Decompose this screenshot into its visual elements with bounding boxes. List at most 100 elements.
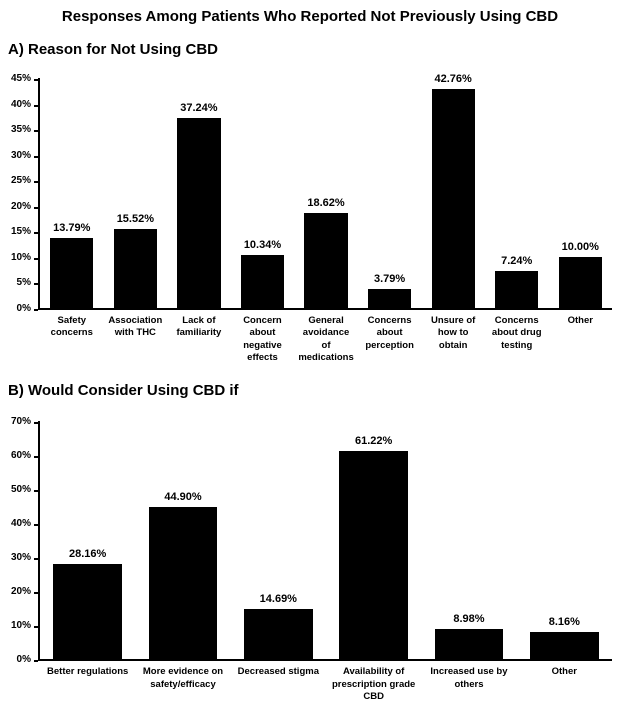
- y-tick-mark: [34, 660, 38, 663]
- y-tick-mark: [34, 422, 38, 425]
- bar-slot: 42.76%: [421, 74, 485, 308]
- x-category-label: Lack of familiarity: [176, 315, 222, 339]
- bar-value-label: 14.69%: [259, 593, 297, 606]
- x-category-label: Unsure of how to obtain: [430, 315, 476, 351]
- y-tick-label: 10%: [10, 251, 31, 263]
- bar: [50, 237, 94, 308]
- x-category-label: Better regulations: [47, 666, 129, 678]
- x-category-label: Other: [567, 315, 593, 326]
- chart-panel-b: 0% 10% 20% 30% 40% 50% 60% 70% 28.16% 44.90% 14.6…: [4, 417, 612, 703]
- bar: [367, 288, 412, 308]
- bar-value-label: 44.90%: [164, 490, 202, 503]
- bar: [495, 271, 539, 308]
- panel-b-plot-area: 28.16% 44.90% 14.69% 61.22% 8.98% 8.16%: [38, 421, 612, 662]
- bar-value-label: 13.79%: [53, 221, 91, 234]
- y-tick-mark: [34, 232, 38, 235]
- bar-value-label: 10.34%: [243, 239, 282, 252]
- x-category-label: Concern about negative effects: [243, 315, 282, 364]
- y-tick-mark: [34, 257, 38, 260]
- y-tick-label: 10%: [10, 620, 31, 632]
- y-tick-label: 20%: [10, 586, 31, 598]
- y-tick-mark: [34, 283, 38, 286]
- y-tick-mark: [34, 626, 38, 629]
- bar-slot: 7.24%: [485, 78, 549, 308]
- bar: [53, 563, 122, 660]
- bar-value-label: 61.22%: [354, 435, 393, 448]
- y-tick-label: 45%: [10, 73, 31, 84]
- y-tick-label: 30%: [10, 149, 31, 161]
- y-tick-mark: [34, 181, 38, 184]
- bar: [431, 89, 475, 308]
- bar: [240, 255, 285, 308]
- x-category-label: More evidence on safety/efficacy: [142, 666, 224, 690]
- y-tick-label: 50%: [10, 484, 31, 496]
- y-tick-mark: [34, 592, 38, 595]
- bar-slot: 44.90%: [135, 421, 230, 660]
- bar: [434, 628, 504, 660]
- x-category-label: General avoidance of medications: [298, 315, 354, 364]
- y-tick-mark: [34, 558, 38, 561]
- bar-slot: 15.52%: [104, 78, 168, 308]
- bar-slot: 14.69%: [231, 421, 326, 660]
- y-tick-label: 0%: [16, 654, 31, 666]
- y-tick-mark: [34, 456, 38, 459]
- y-tick-label: 70%: [10, 416, 31, 428]
- y-tick-label: 40%: [10, 98, 31, 110]
- panel-b-y-axis: 0% 10% 20% 30% 40% 50% 60% 70%: [4, 417, 38, 665]
- x-category-label: Decreased stigma: [237, 666, 319, 678]
- bar-slot: 10.34%: [231, 78, 295, 308]
- panel-a-y-axis: 0% 5% 10% 15% 20% 25% 30% 35% 40% 45%: [4, 74, 38, 314]
- bar: [148, 506, 218, 660]
- bar-value-label: 28.16%: [69, 547, 107, 560]
- bar: [304, 212, 348, 308]
- bar-value-label: 37.24%: [180, 101, 218, 114]
- y-tick-label: 5%: [16, 277, 31, 289]
- x-category-label: Safety concerns: [50, 315, 93, 339]
- x-category-label: Increased use by others: [430, 666, 508, 690]
- panel-b-x-axis-labels: Better regulations More evidence on safet…: [40, 661, 612, 703]
- y-tick-mark: [34, 104, 38, 107]
- y-tick-label: 30%: [10, 552, 31, 564]
- y-tick-label: 35%: [10, 124, 31, 136]
- bar-value-label: 15.52%: [116, 212, 154, 225]
- bar: [339, 451, 408, 660]
- x-category-label: Association with THC: [108, 315, 163, 339]
- y-tick-mark: [34, 130, 38, 133]
- x-category-label: Concerns about perception: [365, 315, 414, 351]
- y-tick-mark: [34, 524, 38, 527]
- bar: [113, 228, 157, 308]
- panel-a-heading: A) Reason for Not Using CBD: [8, 41, 218, 58]
- y-tick-mark: [34, 309, 38, 311]
- bar-value-label: 8.16%: [548, 615, 580, 628]
- y-tick-label: 25%: [10, 175, 31, 187]
- bar-slot: 8.16%: [517, 421, 612, 660]
- x-category-label: Concerns about drug testing: [491, 315, 542, 351]
- bar-slot: 3.79%: [358, 78, 422, 308]
- bar-value-label: 8.98%: [453, 612, 485, 625]
- bar-value-label: 18.62%: [307, 196, 345, 209]
- bar-slot: 13.79%: [40, 78, 104, 308]
- y-tick-mark: [34, 79, 38, 81]
- bar-value-label: 3.79%: [373, 272, 406, 285]
- x-category-label: Availability of prescription grade CBD: [331, 666, 416, 703]
- x-category-label: Other: [551, 666, 577, 678]
- bar-slot: 18.62%: [294, 78, 358, 308]
- bar: [558, 256, 602, 308]
- bar: [177, 117, 221, 308]
- panel-a-x-axis-labels: Safety concerns Association with THC Lack …: [40, 310, 612, 364]
- panel-b-heading: B) Would Consider Using CBD if: [8, 382, 239, 400]
- bar: [529, 631, 599, 660]
- bar-slot: 61.22%: [326, 421, 421, 660]
- chart-panel-a: 0% 5% 10% 15% 20% 25% 30% 35% 40% 45% 13.79% 15.52…: [4, 74, 612, 364]
- bar-slot: 37.24%: [167, 78, 231, 308]
- bar-value-label: 42.76%: [434, 73, 472, 86]
- y-tick-label: 60%: [10, 450, 31, 462]
- bar-slot: 8.98%: [421, 421, 516, 660]
- y-tick-mark: [34, 206, 38, 209]
- y-tick-mark: [34, 490, 38, 493]
- bar-slot: 28.16%: [40, 421, 135, 660]
- y-tick-mark: [34, 155, 38, 158]
- bar-value-label: 10.00%: [561, 240, 599, 253]
- y-tick-label: 0%: [16, 303, 31, 314]
